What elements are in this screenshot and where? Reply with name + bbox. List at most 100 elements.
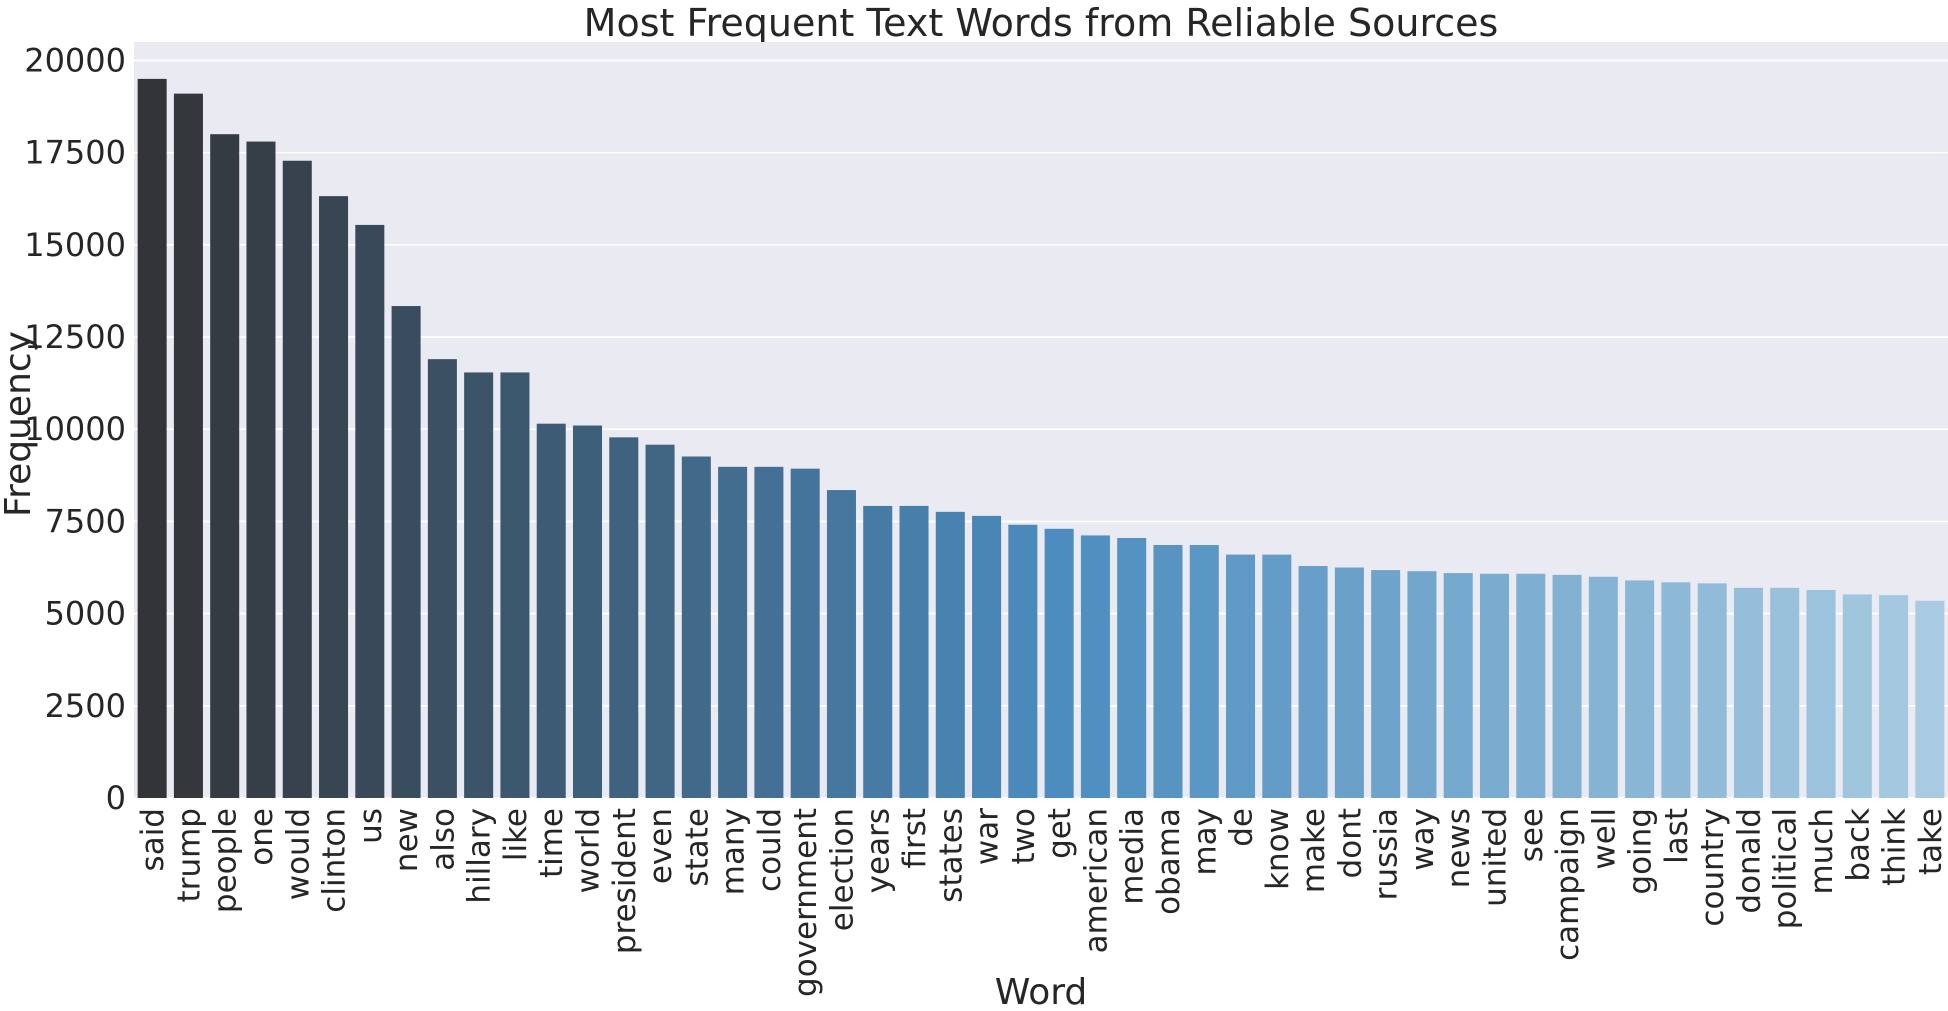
- bar-donald: [1733, 587, 1763, 798]
- x-tick-label: first: [897, 808, 933, 869]
- bar-well: [1588, 576, 1618, 798]
- bar-hillary: [464, 372, 494, 798]
- bar-state: [681, 456, 711, 798]
- y-tick-label: 0: [106, 779, 126, 817]
- bar-could: [754, 466, 784, 798]
- bar-even: [645, 444, 675, 798]
- bar-trump: [173, 93, 203, 798]
- x-tick-label: could: [752, 808, 788, 892]
- x-tick-label: going: [1623, 808, 1659, 895]
- bar-also: [427, 359, 457, 798]
- x-tick-label: people: [208, 808, 244, 913]
- x-tick-label: take: [1913, 808, 1948, 875]
- bar-news: [1443, 573, 1473, 798]
- x-tick-label: media: [1115, 808, 1151, 905]
- x-tick-label: much: [1804, 808, 1840, 895]
- x-tick-label: well: [1586, 808, 1622, 870]
- bar-way: [1407, 571, 1437, 798]
- bar-campaign: [1552, 574, 1582, 798]
- x-tick-label: like: [498, 808, 534, 861]
- bar-us: [355, 224, 385, 799]
- bar-may: [1189, 545, 1219, 798]
- x-tick-label: world: [571, 808, 607, 893]
- x-tick-label: way: [1405, 808, 1441, 871]
- bar-take: [1915, 600, 1945, 798]
- y-tick-label: 7500: [45, 502, 126, 540]
- x-tick-label: said: [135, 808, 171, 871]
- x-tick-label: clinton: [317, 808, 353, 913]
- bars: [137, 78, 1945, 799]
- y-tick-label: 10000: [24, 410, 126, 448]
- x-tick-labels: said trump people one would clinton us new also h…: [135, 808, 1948, 997]
- x-tick-label: hillary: [462, 808, 498, 904]
- x-tick-label: new: [389, 808, 425, 872]
- x-tick-label: us: [353, 808, 389, 844]
- x-tick-label: think: [1877, 808, 1913, 886]
- x-tick-label: years: [861, 808, 897, 893]
- x-tick-label: many: [716, 808, 752, 895]
- bar-election: [826, 490, 856, 798]
- bar-many: [718, 466, 748, 798]
- x-tick-label: united: [1478, 808, 1514, 907]
- chart-title: Most Frequent Text Words from Reliable S…: [584, 1, 1499, 45]
- bar-world: [572, 425, 603, 798]
- x-tick-label: back: [1840, 808, 1876, 882]
- y-tick-label: 17500: [24, 134, 126, 172]
- bar-years: [863, 505, 893, 798]
- y-tick-labels: 0 2500 5000 7500 10000 12500 15000 17500 20000: [24, 41, 126, 817]
- x-tick-label: would: [280, 808, 316, 900]
- bar-president: [609, 437, 639, 798]
- x-axis-label: Word: [995, 972, 1088, 1011]
- bar-like: [500, 372, 530, 798]
- bar-get: [1044, 528, 1074, 798]
- y-tick-label: 12500: [24, 318, 126, 356]
- x-tick-label: dont: [1332, 808, 1368, 878]
- bar-government: [790, 468, 820, 798]
- bar-war: [972, 515, 1002, 798]
- bar-united: [1479, 573, 1510, 798]
- x-tick-label: war: [970, 808, 1006, 865]
- bar-think: [1879, 595, 1909, 798]
- bar-media: [1117, 538, 1147, 798]
- bar-one: [246, 141, 276, 798]
- x-tick-label: time: [534, 808, 570, 878]
- x-tick-label: state: [679, 808, 715, 887]
- x-tick-label: president: [607, 808, 643, 954]
- bar-de: [1226, 554, 1256, 798]
- bar-back: [1842, 594, 1872, 798]
- y-axis-label: Frequency: [0, 331, 39, 517]
- x-tick-label: trump: [171, 808, 207, 902]
- bar-going: [1625, 580, 1655, 798]
- bar-russia: [1371, 570, 1401, 798]
- bar-make: [1298, 566, 1328, 798]
- bar-obama: [1153, 545, 1183, 798]
- x-tick-label: know: [1260, 808, 1296, 890]
- bar-people: [210, 134, 240, 798]
- x-tick-label: country: [1695, 808, 1731, 927]
- x-tick-label: may: [1187, 808, 1223, 876]
- bar-know: [1262, 554, 1292, 798]
- y-tick-label: 5000: [45, 595, 126, 633]
- x-tick-label: last: [1659, 808, 1695, 864]
- bar-would: [282, 160, 312, 798]
- bar-time: [536, 423, 566, 798]
- bar-much: [1806, 590, 1836, 798]
- x-tick-label: election: [824, 808, 860, 931]
- x-tick-label: even: [643, 808, 679, 884]
- x-tick-label: see: [1514, 808, 1550, 862]
- x-tick-label: de: [1224, 808, 1260, 847]
- x-tick-label: get: [1042, 808, 1078, 859]
- x-tick-label: american: [1078, 808, 1114, 953]
- x-tick-label: also: [425, 808, 461, 871]
- y-tick-label: 15000: [24, 226, 126, 264]
- bar-last: [1661, 582, 1691, 798]
- bar-clinton: [319, 196, 349, 798]
- bar-new: [391, 306, 421, 798]
- x-tick-label: states: [933, 808, 969, 903]
- x-tick-label: government: [788, 808, 824, 997]
- x-tick-label: political: [1768, 808, 1804, 929]
- x-tick-label: obama: [1151, 808, 1187, 915]
- x-tick-label: russia: [1369, 808, 1405, 900]
- x-tick-label: donald: [1731, 808, 1767, 914]
